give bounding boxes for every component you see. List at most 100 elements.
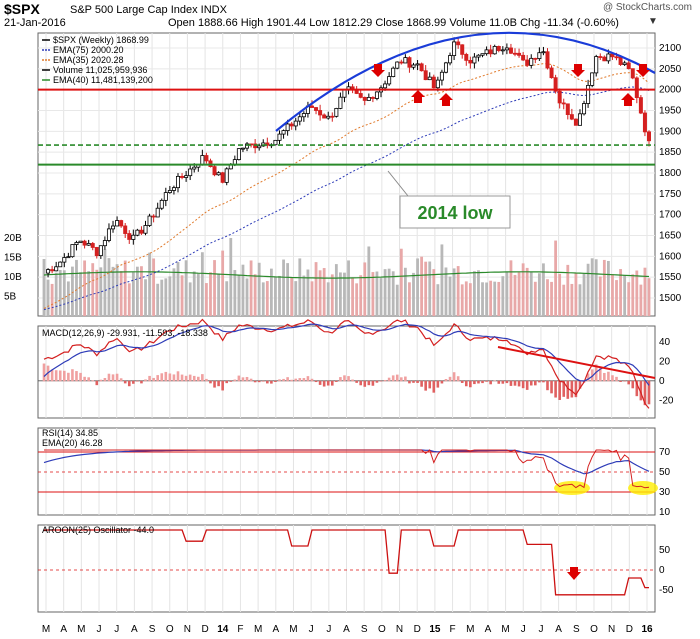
macd-histogram-bar xyxy=(627,380,630,385)
macd-histogram-bar xyxy=(489,380,492,385)
volume-bar xyxy=(213,260,216,316)
rsi-line xyxy=(44,449,650,489)
volume-bar xyxy=(623,275,627,316)
volume-bar xyxy=(493,281,497,316)
volume-bar xyxy=(339,272,342,316)
candle-body xyxy=(50,269,55,272)
x-label-N: N xyxy=(396,624,403,635)
candle-body xyxy=(374,91,379,99)
macd-histogram-bar xyxy=(485,380,488,382)
volume-bar xyxy=(237,275,241,316)
macd-histogram-bar xyxy=(428,380,432,389)
stockcharts-brand[interactable]: @ StockCharts.com xyxy=(602,2,692,13)
volume-bar xyxy=(444,267,448,316)
candle-body xyxy=(66,256,71,259)
candle-body xyxy=(82,240,87,246)
volume-bar xyxy=(269,268,273,316)
arrow-down-icon xyxy=(371,64,385,77)
volume-bar xyxy=(160,279,164,316)
price-tick-1650: 1650 xyxy=(659,231,682,242)
volume-bar xyxy=(103,249,107,316)
candle-body xyxy=(431,76,436,89)
macd-histogram-bar xyxy=(192,375,196,382)
x-label-M: M xyxy=(77,624,85,635)
x-label-S: S xyxy=(573,624,580,635)
volume-bar xyxy=(562,284,566,316)
volume-bar xyxy=(578,284,582,316)
volume-bar xyxy=(489,280,493,316)
macd-histogram-bar xyxy=(481,380,484,384)
x-label-M: M xyxy=(289,624,297,635)
candle-body xyxy=(111,225,116,230)
macd-histogram-bar xyxy=(318,380,322,385)
volume-bar xyxy=(135,266,139,316)
volume-bar xyxy=(310,281,314,316)
candle-body xyxy=(127,233,132,240)
volume-bar xyxy=(525,267,529,316)
volume-bar xyxy=(261,282,265,316)
macd-histogram-bar xyxy=(257,380,261,383)
macd-histogram-bar xyxy=(546,380,549,391)
macd-histogram-bar xyxy=(205,378,208,382)
candle-body xyxy=(582,103,587,115)
x-label-S: S xyxy=(149,624,156,635)
chart-date: 21-Jan-2016 xyxy=(4,17,66,29)
candle-body xyxy=(395,61,400,69)
candle-body xyxy=(443,62,448,73)
macd-histogram-bar xyxy=(578,380,582,389)
macd-histogram-bar xyxy=(115,373,119,382)
volume-bar xyxy=(249,260,253,316)
volume-bar xyxy=(598,276,602,316)
triangle-down-icon[interactable]: ▼ xyxy=(648,16,658,27)
macd-histogram-bar xyxy=(619,380,622,382)
macd-histogram-bar xyxy=(95,380,99,386)
volume-tick-10B: 10B xyxy=(4,272,22,283)
macd-histogram-bar xyxy=(631,380,635,389)
macd-histogram-bar xyxy=(440,380,444,384)
rsi-tick-30: 30 xyxy=(659,487,671,498)
candle-body xyxy=(545,51,550,69)
candle-body xyxy=(200,155,205,166)
macd-tick-20: 20 xyxy=(659,356,671,367)
candle-body xyxy=(500,49,505,52)
volume-bar xyxy=(586,263,590,316)
x-label-J: J xyxy=(538,624,543,635)
macd-histogram-bar xyxy=(144,379,147,382)
candle-body xyxy=(411,64,416,68)
volume-bar xyxy=(363,262,367,316)
volume-bar xyxy=(395,284,399,316)
volume-bar xyxy=(643,267,647,316)
volume-bar xyxy=(371,272,375,316)
macd-histogram-bar xyxy=(574,380,578,398)
macd-histogram-bar xyxy=(623,380,626,382)
candle-body xyxy=(448,55,453,64)
volume-bar xyxy=(119,270,123,316)
volume-bar xyxy=(209,272,212,316)
volume-bar xyxy=(627,282,631,316)
rsi-tick-10: 10 xyxy=(659,507,671,518)
macd-histogram-bar xyxy=(607,371,610,382)
macd-histogram-bar xyxy=(493,380,497,382)
candle-body xyxy=(46,269,51,274)
volume-bar xyxy=(387,268,391,316)
candle-body xyxy=(577,113,582,126)
volume-bar xyxy=(290,277,294,316)
volume-bar xyxy=(148,252,151,316)
macd-histogram-bar xyxy=(639,380,643,401)
candle-body xyxy=(358,93,363,98)
candle-body xyxy=(423,70,428,81)
volume-bar xyxy=(87,271,91,316)
volume-bar xyxy=(416,258,419,316)
macd-histogram-bar xyxy=(464,380,468,387)
candle-body xyxy=(513,52,518,55)
macd-histogram-bar xyxy=(404,376,407,382)
volume-bar xyxy=(403,267,407,316)
volume-bar xyxy=(343,272,346,316)
volume-bar xyxy=(594,259,598,316)
macd-legend: MACD(12,26,9) -29.931, -11.593, -18.338 xyxy=(42,328,208,338)
arrow-up-icon xyxy=(411,90,425,103)
volume-bar xyxy=(164,278,168,316)
volume-bar xyxy=(83,260,87,316)
candle-body xyxy=(277,133,282,141)
volume-bar xyxy=(647,278,651,316)
